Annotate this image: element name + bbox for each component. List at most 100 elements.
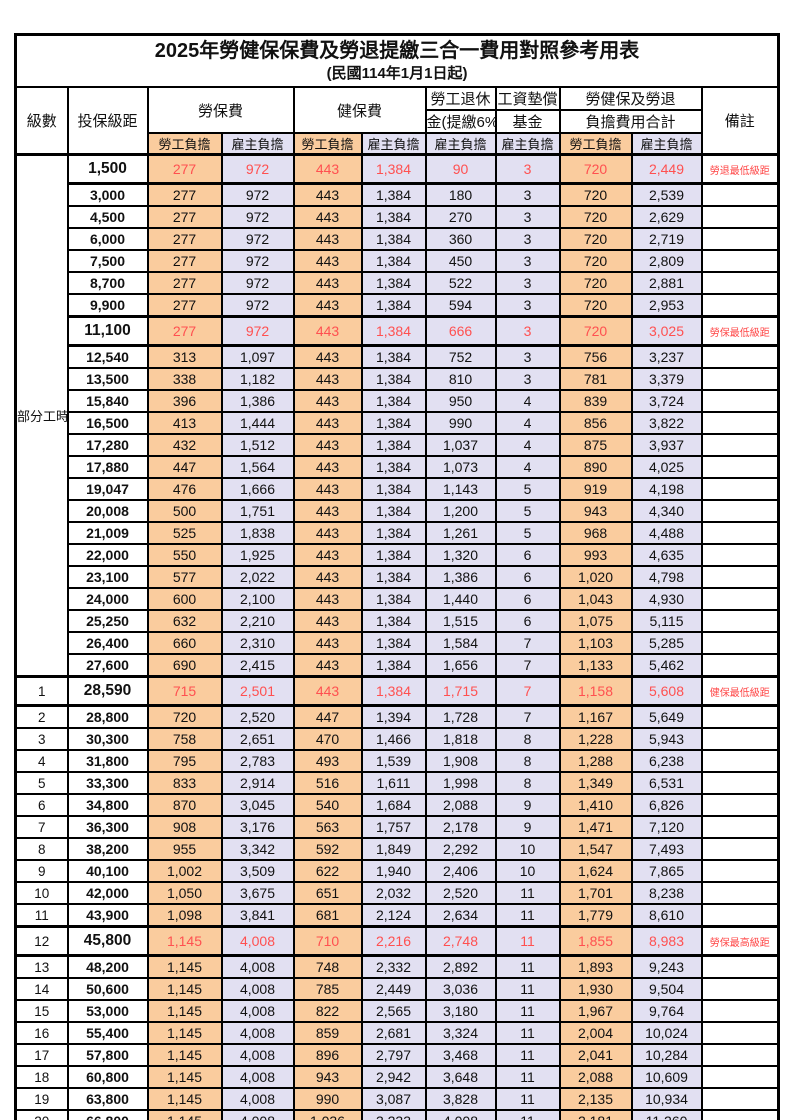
value-cell: 972 bbox=[220, 315, 295, 347]
subheader-pension-employer: 雇主負擔 bbox=[424, 132, 497, 156]
value-cell: 756 bbox=[558, 344, 633, 369]
value-cell: 443 bbox=[292, 433, 363, 457]
bracket-cell: 38,200 bbox=[66, 837, 149, 861]
value-cell: 277 bbox=[146, 293, 223, 318]
value-cell: 2,634 bbox=[424, 903, 497, 928]
value-cell: 1,158 bbox=[558, 675, 633, 707]
note-cell bbox=[700, 293, 780, 318]
bracket-cell: 20,008 bbox=[66, 499, 149, 523]
table-row: 27,600 690 2,415 443 1,384 1,656 7 1,133 5,462 bbox=[16, 653, 780, 678]
value-cell: 1,444 bbox=[220, 411, 295, 435]
level-cell: 1 bbox=[14, 675, 69, 707]
value-cell: 443 bbox=[292, 455, 363, 479]
value-cell: 432 bbox=[146, 433, 223, 457]
value-cell: 1,967 bbox=[558, 999, 633, 1023]
value-cell: 2,406 bbox=[424, 859, 497, 883]
value-cell: 890 bbox=[558, 455, 633, 479]
value-cell: 1,002 bbox=[146, 859, 223, 883]
level-cell: 7 bbox=[14, 815, 69, 839]
value-cell: 1,043 bbox=[558, 587, 633, 611]
value-cell: 6,531 bbox=[630, 771, 703, 795]
value-cell: 1,384 bbox=[360, 609, 427, 633]
table-row: 7 36,300 908 3,176 563 1,757 2,178 9 1,471 7,120 bbox=[14, 815, 780, 839]
value-cell: 810 bbox=[424, 367, 497, 391]
table-header: 2025年勞健保保費及勞退提繳三合一費用對照參考用表 (民國114年1月1日起)… bbox=[14, 33, 780, 156]
value-cell: 396 bbox=[146, 389, 223, 413]
bracket-cell: 27,600 bbox=[66, 653, 149, 678]
value-cell: 3 bbox=[494, 315, 561, 347]
value-cell: 10,284 bbox=[630, 1043, 703, 1067]
value-cell: 1,143 bbox=[424, 477, 497, 501]
value-cell: 1,384 bbox=[360, 653, 427, 678]
value-cell: 1,386 bbox=[424, 565, 497, 589]
value-cell: 2,520 bbox=[220, 704, 295, 729]
value-cell: 4,798 bbox=[630, 565, 703, 589]
table-row: 9,900 277 972 443 1,384 594 3 720 2,953 bbox=[16, 293, 780, 318]
value-cell: 5,285 bbox=[630, 631, 703, 655]
value-cell: 6 bbox=[494, 609, 561, 633]
value-cell: 4,008 bbox=[220, 1021, 295, 1045]
value-cell: 990 bbox=[292, 1087, 363, 1111]
value-cell: 8,983 bbox=[630, 925, 703, 957]
table-row: 7,500 277 972 443 1,384 450 3 720 2,809 bbox=[16, 249, 780, 273]
value-cell: 3,468 bbox=[424, 1043, 497, 1067]
value-cell: 1,098 bbox=[146, 903, 223, 928]
value-cell: 522 bbox=[424, 271, 497, 295]
bracket-cell: 30,300 bbox=[66, 727, 149, 751]
value-cell: 856 bbox=[558, 411, 633, 435]
value-cell: 8 bbox=[494, 727, 561, 751]
value-cell: 1,384 bbox=[360, 543, 427, 567]
value-cell: 781 bbox=[558, 367, 633, 391]
value-cell: 632 bbox=[146, 609, 223, 633]
value-cell: 4 bbox=[494, 389, 561, 413]
value-cell: 1,145 bbox=[146, 1087, 223, 1111]
value-cell: 443 bbox=[292, 344, 363, 369]
col-header-level: 級數 bbox=[14, 86, 69, 156]
value-cell: 8,610 bbox=[630, 903, 703, 928]
value-cell: 360 bbox=[424, 227, 497, 251]
value-cell: 5,608 bbox=[630, 675, 703, 707]
note-cell bbox=[700, 749, 780, 773]
table-row: 17 57,800 1,145 4,008 896 2,797 3,468 11 2,041 10… bbox=[14, 1043, 780, 1067]
value-cell: 972 bbox=[220, 182, 295, 207]
header-row-2: 金(提繳6%) 基金 負擔費用合計 bbox=[16, 109, 779, 134]
value-cell: 470 bbox=[292, 727, 363, 751]
value-cell: 1,384 bbox=[360, 227, 427, 251]
value-cell: 1,940 bbox=[360, 859, 427, 883]
value-cell: 968 bbox=[558, 521, 633, 545]
value-cell: 3,724 bbox=[630, 389, 703, 413]
table-row: 3,000 277 972 443 1,384 180 3 720 2,539 bbox=[16, 182, 780, 207]
value-cell: 1,384 bbox=[360, 205, 427, 229]
bracket-cell: 55,400 bbox=[66, 1021, 149, 1045]
table-row: 25,250 632 2,210 443 1,384 1,515 6 1,075 5,115 bbox=[16, 609, 780, 633]
note-cell bbox=[700, 771, 780, 795]
value-cell: 1,512 bbox=[220, 433, 295, 457]
level-cell: 10 bbox=[14, 881, 69, 905]
level-cell: 3 bbox=[14, 727, 69, 751]
value-cell: 1,384 bbox=[360, 631, 427, 655]
note-cell bbox=[700, 704, 780, 729]
note-cell bbox=[700, 499, 780, 523]
note-cell bbox=[700, 903, 780, 928]
value-cell: 795 bbox=[146, 749, 223, 773]
value-cell: 1,751 bbox=[220, 499, 295, 523]
value-cell: 859 bbox=[292, 1021, 363, 1045]
value-cell: 4,488 bbox=[630, 521, 703, 545]
value-cell: 2,651 bbox=[220, 727, 295, 751]
value-cell: 443 bbox=[292, 499, 363, 523]
table-row: 2066,8001,1454,0081,0363,2334,008112,181… bbox=[14, 1109, 780, 1120]
table-row: 8 38,200 955 3,342 592 1,849 2,292 10 1,547 7,493 bbox=[14, 837, 780, 861]
value-cell: 3 bbox=[494, 271, 561, 295]
bracket-cell: 7,500 bbox=[66, 249, 149, 273]
level-cell: 18 bbox=[14, 1065, 69, 1089]
value-cell: 3 bbox=[494, 293, 561, 318]
value-cell: 443 bbox=[292, 543, 363, 567]
value-cell: 2,748 bbox=[424, 925, 497, 957]
note-cell bbox=[700, 815, 780, 839]
value-cell: 3,025 bbox=[630, 315, 703, 347]
value-cell: 1,925 bbox=[220, 543, 295, 567]
value-cell: 3,036 bbox=[424, 977, 497, 1001]
value-cell: 3,324 bbox=[424, 1021, 497, 1045]
value-cell: 3,045 bbox=[220, 793, 295, 817]
